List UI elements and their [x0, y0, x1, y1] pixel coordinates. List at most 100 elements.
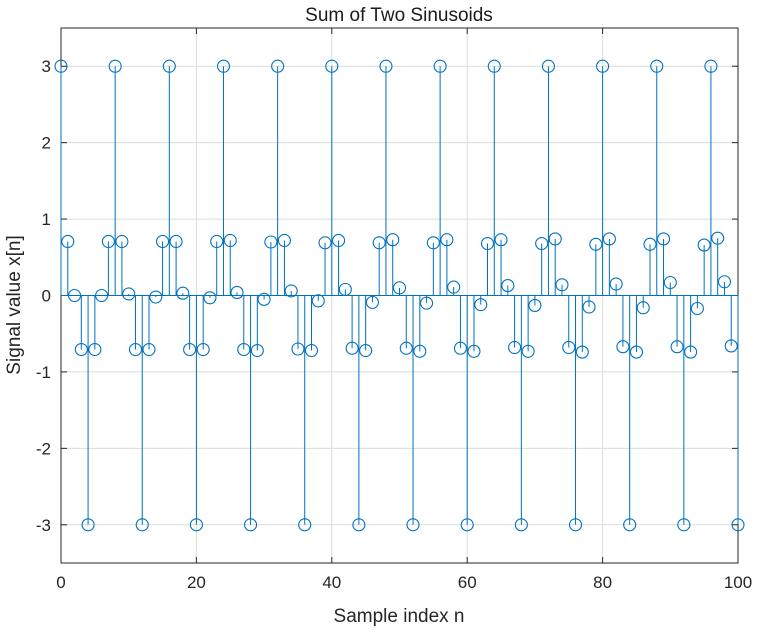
stem-marker	[372, 236, 386, 250]
stem-marker	[345, 341, 359, 355]
stem-marker	[169, 234, 183, 249]
stem-marker	[623, 518, 637, 532]
x-tick-label: 80	[593, 573, 612, 592]
stem-marker	[460, 518, 474, 532]
stem-marker	[480, 236, 495, 251]
stem-marker	[717, 275, 732, 289]
stem-marker	[677, 518, 691, 532]
stem-marker	[413, 344, 427, 358]
stem-marker	[731, 518, 745, 532]
stem-marker	[237, 342, 251, 357]
stem-marker	[379, 59, 393, 73]
x-tick-label: 0	[56, 573, 65, 592]
stem-marker	[392, 281, 407, 295]
stem-marker	[535, 236, 549, 251]
stem-marker	[271, 59, 285, 73]
stem-marker	[325, 59, 339, 73]
stem-marker	[453, 341, 467, 355]
stem-marker	[88, 342, 102, 357]
stem-marker	[115, 234, 129, 249]
stem-marker	[108, 59, 122, 73]
stem-marker	[210, 234, 224, 249]
stem-marker	[663, 275, 677, 290]
stem-marker	[690, 301, 704, 316]
stem-marker	[74, 342, 88, 357]
stem-marker	[156, 234, 170, 249]
stem-marker	[183, 342, 197, 357]
stem-marker	[467, 344, 481, 358]
y-tick-label: 0	[42, 287, 51, 306]
stem-marker	[230, 285, 244, 299]
stem-marker	[399, 341, 413, 355]
stem-marker	[304, 343, 319, 358]
stem-marker	[555, 278, 569, 292]
stem-marker	[386, 233, 400, 247]
stem-marker	[142, 342, 156, 357]
x-tick-label: 20	[187, 573, 206, 592]
stem-marker	[616, 340, 630, 354]
stem-marker	[54, 59, 68, 73]
stem-marker	[724, 339, 738, 353]
stem-marker	[291, 342, 305, 356]
stem-marker	[602, 232, 616, 246]
stem-marker	[223, 233, 237, 248]
x-tick-label: 40	[322, 573, 341, 592]
stem-marker	[420, 296, 434, 310]
markers	[54, 59, 745, 532]
stem-marker	[311, 294, 325, 308]
stem-marker	[216, 59, 231, 73]
stem-marker	[257, 292, 271, 306]
stem-marker	[582, 300, 596, 314]
stem-marker	[440, 233, 454, 247]
stem-marker	[81, 518, 95, 532]
stem-marker	[318, 236, 332, 250]
stem-marker	[562, 340, 576, 355]
stem-marker	[162, 59, 176, 73]
stem-marker	[264, 235, 278, 249]
stem-marker	[528, 298, 542, 312]
stem-marker	[589, 237, 603, 251]
y-tick-label: 3	[42, 57, 51, 76]
y-tick-label: 2	[42, 134, 51, 153]
y-tick-label: -2	[36, 439, 51, 458]
stem-marker	[487, 59, 501, 73]
stem-marker	[149, 290, 163, 304]
stem-marker	[189, 518, 203, 532]
stem-marker	[474, 298, 488, 312]
stem-marker	[244, 518, 258, 532]
stem-marker	[128, 342, 143, 357]
stem-marker	[684, 345, 698, 359]
stem-marker	[704, 59, 718, 73]
stem-marker	[365, 295, 379, 309]
stem-marker	[338, 282, 352, 296]
stem-marker	[122, 287, 136, 301]
stem-marker	[670, 340, 684, 354]
stem-marker	[101, 234, 115, 249]
stem-marker	[176, 286, 190, 300]
stem-marker	[568, 518, 583, 532]
stem-marker	[284, 284, 298, 298]
stem-marker	[426, 236, 440, 250]
stem-marker	[406, 518, 420, 532]
y-axis-label: Signal value x[n]	[4, 235, 25, 374]
stem-marker	[352, 518, 366, 532]
tick-labels: 0 20 40 60 80 100 -3 -2 -1 0 1 2 3	[36, 57, 752, 592]
stem-marker	[596, 59, 610, 73]
stem-marker	[501, 279, 515, 293]
stem-marker	[61, 234, 75, 249]
stem-marker	[541, 59, 555, 73]
stem-marker	[514, 518, 528, 532]
stem-marker	[196, 342, 210, 357]
stem-marker	[67, 288, 82, 303]
stem-marker	[697, 238, 711, 252]
stem-marker	[95, 288, 109, 303]
x-tick-label: 100	[724, 573, 752, 592]
stem-marker	[650, 59, 664, 73]
stem-marker	[643, 237, 657, 251]
stem-marker	[359, 343, 373, 358]
x-tick-label: 60	[458, 573, 477, 592]
stem-marker	[447, 280, 461, 294]
stem-marker	[332, 233, 346, 248]
stem-marker	[656, 232, 671, 246]
